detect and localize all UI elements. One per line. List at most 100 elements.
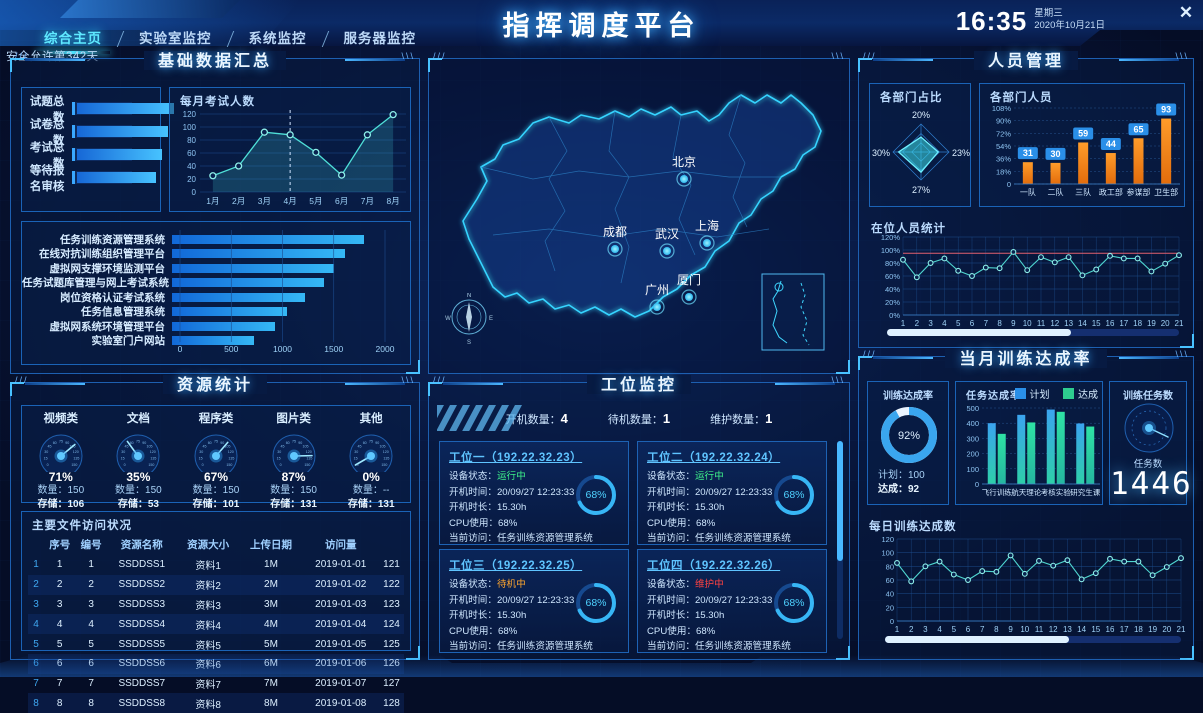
svg-text:W: W bbox=[445, 316, 451, 322]
svg-text:11: 11 bbox=[1037, 319, 1046, 328]
svg-text:12: 12 bbox=[1049, 625, 1058, 634]
svg-text:75: 75 bbox=[292, 440, 296, 444]
svg-text:30: 30 bbox=[354, 450, 358, 454]
svg-text:0: 0 bbox=[124, 463, 126, 467]
svg-text:15: 15 bbox=[276, 457, 280, 461]
task-count-title: 训练任务数 bbox=[1110, 382, 1186, 402]
china-map[interactable]: 北京 上海 成都 武汉 广州 厦门 bbox=[429, 59, 849, 373]
gauge-storage: 存储：53 bbox=[100, 498, 176, 512]
table-cell: 2019-01-04 bbox=[302, 614, 379, 634]
table-header-row: 序号编号资源名称资源大小上传日期访问量 bbox=[28, 534, 404, 555]
svg-text:60: 60 bbox=[187, 149, 196, 158]
svg-text:80: 80 bbox=[187, 136, 196, 145]
svg-text:90%: 90% bbox=[996, 117, 1011, 126]
workstation-card[interactable]: 工位四（192.22.32.26）设备状态：维护中开机时间：20/09/27 1… bbox=[637, 549, 827, 653]
onduty-hscrollbar[interactable] bbox=[887, 329, 1179, 336]
svg-text:75: 75 bbox=[369, 440, 373, 444]
clock-time: 16:35 bbox=[956, 8, 1028, 34]
svg-text:30: 30 bbox=[44, 450, 48, 454]
gauge-percent: 35% bbox=[100, 470, 176, 484]
system-usage-fill bbox=[172, 264, 334, 273]
table-cell: 2019-01-05 bbox=[302, 634, 379, 654]
svg-text:75: 75 bbox=[59, 440, 63, 444]
svg-text:18%: 18% bbox=[996, 167, 1011, 176]
svg-text:100: 100 bbox=[183, 123, 197, 132]
daily-training-hscrollbar[interactable] bbox=[885, 636, 1181, 643]
table-cell: 128 bbox=[379, 693, 404, 713]
table-col-header: 上传日期 bbox=[240, 534, 303, 555]
svg-text:8: 8 bbox=[997, 319, 1002, 328]
svg-text:300: 300 bbox=[966, 434, 979, 443]
svg-text:6: 6 bbox=[970, 319, 975, 328]
workstation-scrollbar[interactable] bbox=[837, 441, 843, 639]
svg-text:12: 12 bbox=[1050, 319, 1059, 328]
svg-text:75: 75 bbox=[136, 440, 140, 444]
panel-tick-left: /// bbox=[433, 375, 447, 385]
gauge-count: 数量：-- bbox=[333, 484, 409, 498]
table-cell: 8 bbox=[75, 693, 106, 713]
svg-text:政工部: 政工部 bbox=[1099, 187, 1123, 197]
svg-text:S: S bbox=[467, 340, 471, 346]
table-cell: 124 bbox=[379, 614, 404, 634]
panel-map: /// \\\ bbox=[428, 58, 850, 374]
svg-text:0: 0 bbox=[279, 463, 281, 467]
svg-text:20: 20 bbox=[187, 175, 196, 184]
system-usage-row: 实验室门户网站 bbox=[22, 334, 392, 349]
workstation-card[interactable]: 工位二（192.22.32.24）设备状态：运行中开机时间：20/09/27 1… bbox=[637, 441, 827, 545]
table-col-header: 访问量 bbox=[302, 534, 379, 555]
svg-text:15: 15 bbox=[199, 457, 203, 461]
workstation-card[interactable]: 工位一（192.22.32.23）设备状态：运行中开机时间：20/09/27 1… bbox=[439, 441, 629, 545]
svg-text:135: 135 bbox=[151, 457, 157, 461]
svg-text:13: 13 bbox=[1064, 319, 1073, 328]
system-usage-label: 岗位资格认证考试系统 bbox=[22, 290, 172, 305]
table-cell: 2 bbox=[75, 575, 106, 595]
workstation-ring bbox=[771, 580, 817, 626]
svg-text:150: 150 bbox=[304, 463, 310, 467]
table-cell: SSDDSS2 bbox=[107, 575, 177, 595]
system-usage-row: 虚拟网支撑环境监测平台 bbox=[22, 261, 392, 276]
system-usage-fill bbox=[172, 336, 254, 345]
svg-text:0: 0 bbox=[46, 463, 48, 467]
table-cell: 资料1 bbox=[177, 555, 240, 575]
stat-standby: 待机数量：1 bbox=[608, 411, 670, 427]
kpi-list: 试题总数 28 试卷总数 27 考试总数 26 等待报名审核 2 bbox=[22, 88, 160, 189]
panel-tick-left: /// bbox=[15, 51, 29, 61]
clock-weekday: 星期三 bbox=[1034, 8, 1105, 20]
close-icon[interactable]: ✕ bbox=[1177, 4, 1195, 22]
svg-text:120: 120 bbox=[305, 450, 311, 454]
table-cell: 2 bbox=[44, 575, 75, 595]
svg-text:二队: 二队 bbox=[1048, 187, 1064, 197]
svg-text:1: 1 bbox=[895, 625, 900, 634]
panel-workstation-monitor: 工位监控 /// \\\ 开机数量：4 待机数量：1 维护数量：1 工位一（19… bbox=[428, 382, 850, 660]
plan-label: 计划：100 bbox=[878, 469, 948, 483]
svg-text:105: 105 bbox=[302, 445, 308, 449]
svg-text:40: 40 bbox=[187, 162, 196, 171]
system-usage-track bbox=[172, 293, 392, 302]
svg-text:9: 9 bbox=[1008, 625, 1013, 634]
stripes-decoration bbox=[437, 405, 557, 431]
svg-text:93: 93 bbox=[1161, 105, 1171, 115]
svg-text:45: 45 bbox=[125, 445, 129, 449]
gauge-storage: 存储：101 bbox=[178, 498, 254, 512]
workstation-card[interactable]: 工位三（192.22.32.25）设备状态：待机中开机时间：20/09/27 1… bbox=[439, 549, 629, 653]
system-usage-label: 虚拟网支撑环境监测平台 bbox=[22, 261, 172, 276]
table-cell: 3 bbox=[44, 595, 75, 615]
svg-text:120: 120 bbox=[183, 110, 197, 119]
svg-text:21: 21 bbox=[1177, 625, 1186, 634]
table-cell-index: 8 bbox=[28, 693, 44, 713]
table-cell: 4 bbox=[75, 614, 106, 634]
svg-text:120: 120 bbox=[150, 450, 156, 454]
gauge-label: 其他 bbox=[333, 410, 409, 426]
